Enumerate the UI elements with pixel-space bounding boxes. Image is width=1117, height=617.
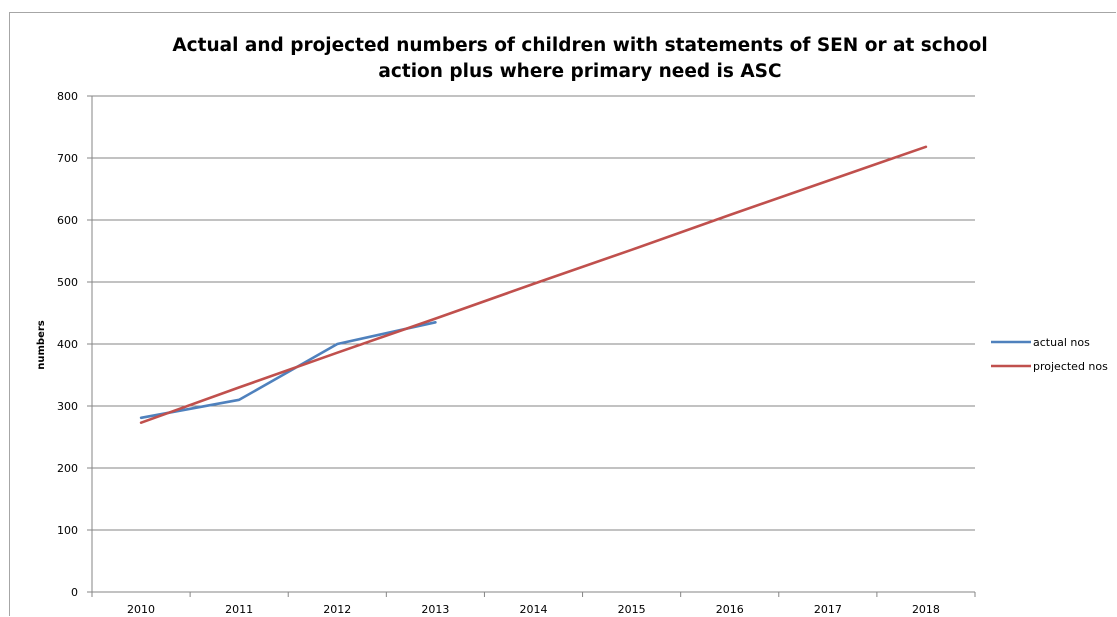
y-tick-label-100: 100 bbox=[57, 524, 78, 537]
y-tick-label-300: 300 bbox=[57, 400, 78, 413]
series-lines bbox=[139, 145, 928, 425]
x-tick-label-2013: 2013 bbox=[421, 603, 449, 616]
y-tick-label-700: 700 bbox=[57, 152, 78, 165]
x-tick-label-2017: 2017 bbox=[814, 603, 842, 616]
y-tick-label-600: 600 bbox=[57, 214, 78, 227]
x-tick-label-2010: 2010 bbox=[127, 603, 155, 616]
x-tick-label-2018: 2018 bbox=[912, 603, 940, 616]
x-tick-label-2015: 2015 bbox=[618, 603, 646, 616]
gridlines bbox=[92, 95, 975, 531]
x-tick-label-2014: 2014 bbox=[520, 603, 548, 616]
chart-frame bbox=[9, 12, 1116, 616]
y-tick-label-800: 800 bbox=[57, 90, 78, 103]
chart-title-line-2: action plus where primary need is ASC bbox=[378, 61, 781, 82]
axes bbox=[87, 95, 976, 597]
legend-label-actual-nos: actual nos bbox=[1033, 336, 1090, 349]
x-tick-label-2011: 2011 bbox=[225, 603, 253, 616]
y-tick-label-500: 500 bbox=[57, 276, 78, 289]
y-axis-title: numbers bbox=[36, 320, 47, 370]
x-tick-label-2012: 2012 bbox=[323, 603, 351, 616]
series-line-projected-nos bbox=[139, 145, 928, 425]
chart-title: Actual and projected numbers of children… bbox=[172, 35, 987, 82]
x-tick-label-2016: 2016 bbox=[716, 603, 744, 616]
series-line-actual-nos bbox=[139, 320, 437, 420]
legend-label-projected-nos: projected nos bbox=[1033, 360, 1108, 373]
y-tick-label-200: 200 bbox=[57, 462, 78, 475]
chart-title-line-1: Actual and projected numbers of children… bbox=[172, 35, 987, 56]
y-tick-label-400: 400 bbox=[57, 338, 78, 351]
x-axis-tick-labels: 2010 2011 2012 2013 2014 2015 2016 2017 2018 bbox=[127, 603, 940, 616]
y-tick-label-0: 0 bbox=[71, 586, 78, 599]
y-axis-tick-labels: 0 100 200 300 400 500 600 700 800 bbox=[57, 90, 78, 599]
legend: actual nos projected nos bbox=[991, 336, 1108, 373]
